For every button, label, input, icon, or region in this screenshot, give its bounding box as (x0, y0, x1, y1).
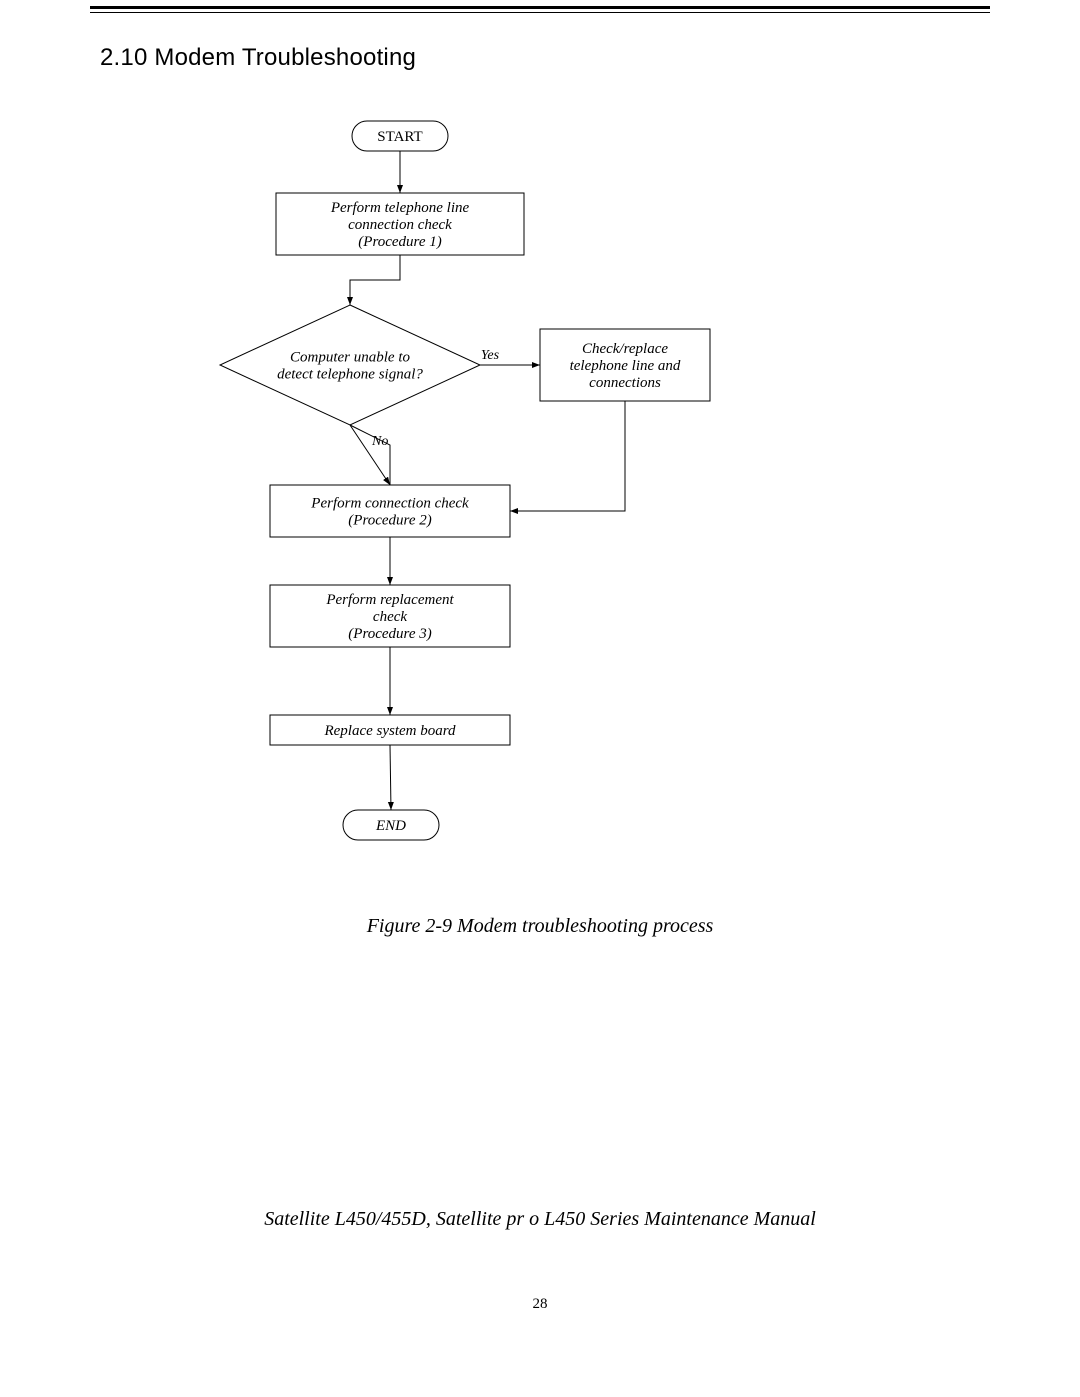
svg-text:START: START (377, 129, 422, 145)
node-proc2: Perform connection check(Procedure 2) (270, 485, 510, 537)
svg-text:Yes: Yes (481, 348, 500, 363)
svg-text:connections: connections (589, 375, 661, 391)
flowchart-svg: START Perform telephone lineconnection ch… (90, 105, 990, 895)
edge-dec-check_repl: Yes (480, 348, 540, 365)
top-rule-thin (90, 12, 990, 13)
svg-text:Computer unable to: Computer unable to (290, 350, 410, 366)
svg-text:Perform connection check: Perform connection check (310, 496, 469, 512)
node-replace: Replace system board (270, 715, 510, 745)
edge-check_repl-proc2 (510, 401, 625, 511)
svg-text:No: No (371, 434, 388, 449)
node-dec: Computer unable todetect telephone signa… (220, 305, 480, 425)
section-title: 2.10 Modem Troubleshooting (100, 44, 416, 72)
svg-text:(Procedure 3): (Procedure 3) (348, 626, 431, 642)
node-check_repl: Check/replacetelephone line andconnectio… (540, 329, 710, 401)
svg-text:Replace system board: Replace system board (323, 723, 456, 739)
edge-proc1-dec (350, 255, 400, 305)
flowchart-container: START Perform telephone lineconnection ch… (90, 105, 990, 895)
svg-text:END: END (375, 818, 406, 834)
edge-replace-end (390, 745, 391, 810)
page: 2.10 Modem Troubleshooting START Perform … (0, 0, 1080, 1397)
top-rule-thick (90, 6, 990, 9)
figure-caption: Figure 2-9 Modem troubleshooting process (0, 915, 1080, 938)
svg-text:Perform replacement: Perform replacement (325, 592, 454, 608)
svg-text:Perform telephone line: Perform telephone line (330, 200, 470, 216)
svg-text:Check/replace: Check/replace (582, 341, 668, 357)
svg-text:detect telephone signal?: detect telephone signal? (277, 367, 423, 383)
svg-text:(Procedure 1): (Procedure 1) (358, 234, 441, 250)
svg-text:connection check: connection check (348, 217, 452, 233)
node-proc3: Perform replacementcheck(Procedure 3) (270, 585, 510, 647)
manual-title-footer: Satellite L450/455D, Satellite pr o L450… (0, 1208, 1080, 1231)
page-number: 28 (0, 1296, 1080, 1313)
node-end: END (343, 810, 439, 840)
svg-text:check: check (373, 609, 407, 625)
svg-text:telephone line and: telephone line and (570, 358, 681, 374)
node-proc1: Perform telephone lineconnection check(P… (276, 193, 524, 255)
svg-text:(Procedure 2): (Procedure 2) (348, 513, 431, 529)
node-start: START (352, 121, 448, 151)
